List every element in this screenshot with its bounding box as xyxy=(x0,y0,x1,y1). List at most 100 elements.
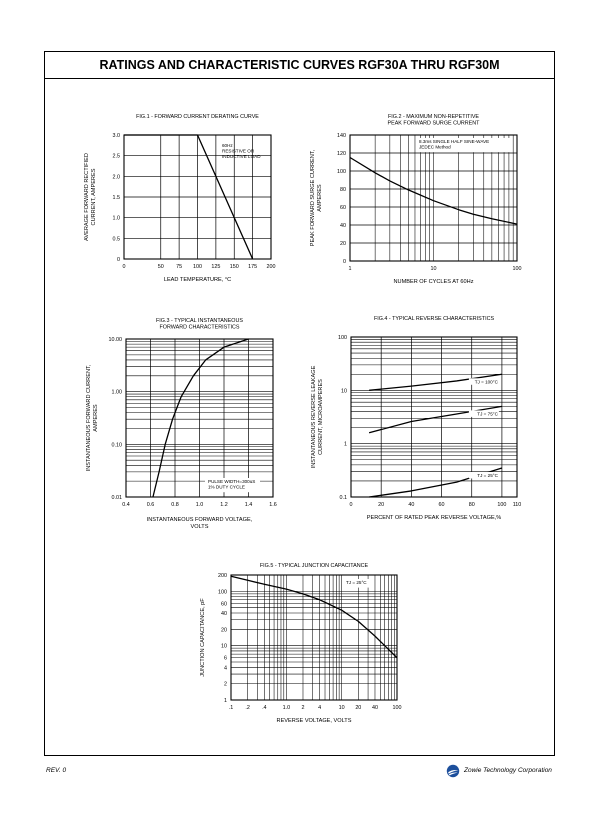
fig3-note: 1% DUTY CYCLE xyxy=(208,485,245,490)
fig5-x-tick-label: 4 xyxy=(318,705,321,711)
fig5-title: FIG.5 - TYPICAL JUNCTION CAPACITANCE xyxy=(260,563,369,569)
fig5-y-tick-label: 20 xyxy=(221,627,227,633)
fig4-x-tick-label: 80 xyxy=(469,502,475,508)
fig5-y-tick-label: 60 xyxy=(221,601,227,607)
fig4-series-label: TJ = 25°C xyxy=(477,473,498,478)
fig2-note: JEDEC Method xyxy=(419,145,451,150)
fig5-y-tick-label: 10 xyxy=(221,644,227,650)
fig3-y-tick-label: 10.00 xyxy=(109,337,123,343)
fig4-y-tick-label: 10 xyxy=(341,388,347,394)
fig2-y-tick-label: 20 xyxy=(340,241,346,247)
fig1-x-tick-label: 150 xyxy=(230,264,239,270)
fig5-y-tick-label: 40 xyxy=(221,611,227,617)
fig4-y-tick-label: 0.1 xyxy=(340,495,348,501)
fig4-x-tick-label: 100 xyxy=(497,502,506,508)
fig3-x-tick-label: 0.8 xyxy=(171,502,179,508)
fig2-title: FIG.2 - MAXIMUM NON-REPETITIVE xyxy=(388,114,479,120)
fig1-x-tick-label: 75 xyxy=(176,264,182,270)
fig1-y-tick-label: 1.5 xyxy=(113,195,121,201)
fig1-y-axis-label: CURRENT, AMPERES xyxy=(91,168,97,225)
fig5-y-tick-label: 6 xyxy=(224,656,227,662)
fig3-x-tick-label: 1.6 xyxy=(269,502,277,508)
company-footer: Zowie Technology Corporation xyxy=(446,764,566,778)
fig1-y-tick-label: 2.0 xyxy=(113,174,121,180)
fig2-x-axis-label: NUMBER OF CYCLES AT 60Hz xyxy=(394,279,474,285)
fig2-y-tick-label: 120 xyxy=(337,151,346,157)
fig2-y-tick-label: 0 xyxy=(343,259,346,265)
fig4-series-line xyxy=(369,373,503,391)
fig5-y-tick-label: 1 xyxy=(224,698,227,704)
fig4-y-tick-label: 100 xyxy=(338,335,347,341)
fig1-x-tick-label: 175 xyxy=(248,264,257,270)
fig5-y-tick-label: 100 xyxy=(218,589,227,595)
fig4-plot-frame xyxy=(350,336,518,498)
fig4-x-tick-label: 110 xyxy=(513,502,522,508)
fig2-y-tick-label: 100 xyxy=(337,169,346,175)
fig4-x-tick-label: 20 xyxy=(378,502,384,508)
fig5-x-tick-label: 20 xyxy=(355,705,361,711)
fig2-y-tick-label: 140 xyxy=(337,133,346,139)
fig4-y-tick-label: 1 xyxy=(344,442,347,448)
fig1-title: FIG.1 - FORWARD CURRENT DERATING CURVE xyxy=(136,114,259,120)
fig4-y-axis-label: INSTANTANEOUS REVERSE LEAKAGE xyxy=(311,365,317,468)
fig2-title: PEAK FORWARD SURGE CURRENT xyxy=(388,121,481,127)
fig3-x-axis-label: VOLTS xyxy=(191,524,209,530)
fig1-y-tick-label: 1.0 xyxy=(113,216,121,222)
fig5-plot-frame xyxy=(230,574,398,701)
fig5-y-tick-label: 4 xyxy=(224,665,227,671)
fig1-y-tick-label: 0.5 xyxy=(113,236,121,242)
fig1-note: INDUCTIVE LOAD xyxy=(222,154,261,159)
fig4-x-tick-label: 60 xyxy=(439,502,445,508)
fig2-y-tick-label: 60 xyxy=(340,205,346,211)
datasheet-frame: RATINGS AND CHARACTERISTIC CURVES RGF30A… xyxy=(44,51,555,756)
fig1-note: RESISTIVE OR xyxy=(222,149,255,154)
fig1-x-tick-label: 100 xyxy=(193,264,202,270)
fig2-note: 8.3ms SINGLE HALF SINE-WAVE xyxy=(419,139,489,144)
fig4-x-tick-label: 40 xyxy=(408,502,414,508)
fig3-y-axis-label: INSTANTANEOUS FORWARD CURRENT, xyxy=(86,364,92,471)
fig4-series-line xyxy=(368,405,503,434)
fig5-x-tick-label: 2 xyxy=(301,705,304,711)
fig2-note-bg xyxy=(416,138,510,153)
fig2-x-tick-label: 100 xyxy=(513,266,522,272)
fig2-x-tick-label: 10 xyxy=(431,266,437,272)
fig3-title: FORWARD CHARACTERISTICS xyxy=(160,325,240,331)
fig4-series-label-bg xyxy=(468,410,499,417)
fig2-y-tick-label: 40 xyxy=(340,223,346,229)
fig5-x-tick-label: .2 xyxy=(245,705,250,711)
fig3-y-tick-label: 1.00 xyxy=(112,390,123,396)
fig4-series-label-bg xyxy=(468,378,499,385)
fig3-x-tick-label: 1.4 xyxy=(245,502,253,508)
revision-label: REV. 0 xyxy=(46,767,67,774)
fig5-x-tick-label: 100 xyxy=(393,705,402,711)
fig5-note-bg xyxy=(343,579,369,588)
fig5-y-tick-label: 200 xyxy=(218,573,227,579)
fig2-y-tick-label: 80 xyxy=(340,187,346,193)
fig1-x-tick-label: 50 xyxy=(158,264,164,270)
company-name: Zowie Technology Corporation xyxy=(464,767,552,774)
fig3-x-tick-label: 1.0 xyxy=(196,502,204,508)
fig1-x-tick-label: 0 xyxy=(123,264,126,270)
fig2-y-axis-label: PEAK FORWARD SURGE CURRENT, xyxy=(310,149,316,246)
fig4-x-tick-label: 0 xyxy=(350,502,353,508)
fig1-x-axis-label: LEAD TEMPERATURE, °C xyxy=(164,277,231,283)
fig2-plot-frame xyxy=(349,134,518,262)
fig3-x-tick-label: 0.4 xyxy=(122,502,130,508)
fig4-x-axis-label: PERCENT OF RATED PEAK REVERSE VOLTAGE,% xyxy=(367,515,502,521)
fig4-series-label: TJ = 75°C xyxy=(477,411,498,416)
fig5-x-tick-label: 1.0 xyxy=(283,705,291,711)
zowie-logo-icon xyxy=(446,764,460,778)
fig5-y-tick-label: 2 xyxy=(224,682,227,688)
fig5-x-axis-label: REVERSE VOLTAGE, VOLTS xyxy=(277,718,352,724)
title-bar: RATINGS AND CHARACTERISTIC CURVES RGF30A… xyxy=(45,52,554,79)
fig3-x-tick-label: 1.2 xyxy=(220,502,228,508)
fig5-x-tick-label: .4 xyxy=(262,705,267,711)
fig5-x-tick-label: 10 xyxy=(339,705,345,711)
fig2-x-tick-label: 1 xyxy=(349,266,352,272)
fig4-title: FIG.4 - TYPICAL REVERSE CHARACTERISTICS xyxy=(374,316,495,322)
fig5-series-line xyxy=(230,575,398,659)
